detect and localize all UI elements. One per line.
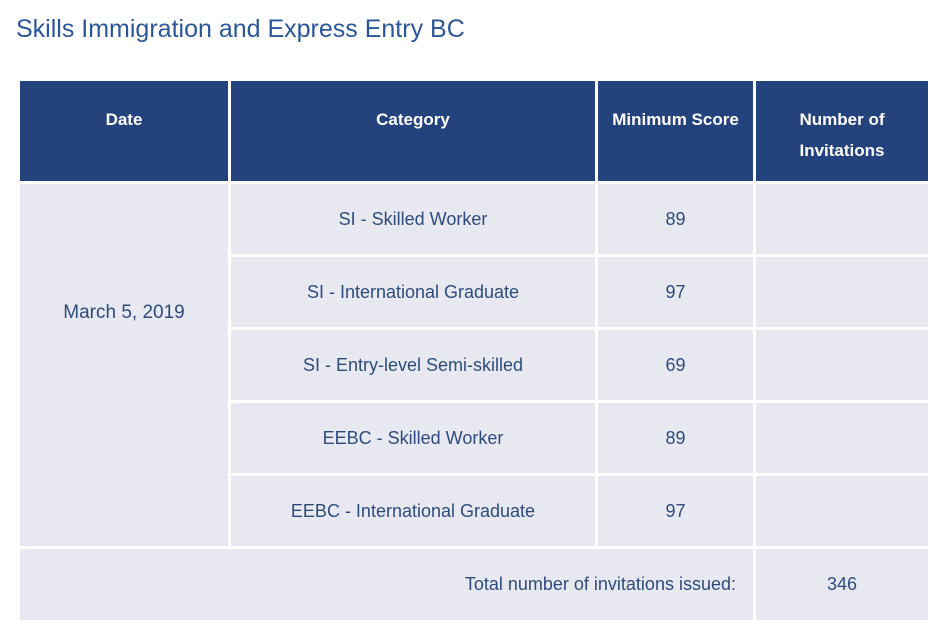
column-header-category: Category	[231, 81, 595, 181]
column-header-number-of-invitations: Number of Invitations	[756, 81, 928, 181]
column-header-date: Date	[20, 81, 228, 181]
table-row: SI - Entry-level Semi-skilled 69	[20, 330, 928, 400]
invitations-table: Date Category Minimum Score Number of In…	[17, 78, 931, 623]
category-cell: SI - Entry-level Semi-skilled	[231, 330, 595, 400]
category-cell: SI - Skilled Worker	[231, 184, 595, 254]
category-cell: SI - International Graduate	[231, 257, 595, 327]
date-cell: March 5, 2019	[20, 184, 228, 546]
table-row: March 5, 2019 SI - Skilled Worker 89	[20, 184, 928, 546]
table-row: EEBC - International Graduate 97	[20, 476, 928, 546]
table-row: EEBC - Skilled Worker 89	[20, 403, 928, 473]
min-score-cell: 97	[598, 257, 753, 327]
header-row: Date Category Minimum Score Number of In…	[20, 81, 928, 181]
min-score-cell: 97	[598, 476, 753, 546]
table-row: SI - International Graduate 97	[20, 257, 928, 327]
total-value: 346	[756, 549, 928, 620]
page-title: Skills Immigration and Express Entry BC	[16, 15, 465, 43]
total-row: Total number of invitations issued: 346	[20, 549, 928, 620]
min-score-cell: 89	[598, 184, 753, 254]
column-header-minimum-score: Minimum Score	[598, 81, 753, 181]
table-body: March 5, 2019 SI - Skilled Worker 89 SI …	[20, 184, 928, 620]
table-header: Date Category Minimum Score Number of In…	[20, 81, 928, 181]
category-cell: EEBC - International Graduate	[231, 476, 595, 546]
invitations-cell	[756, 257, 928, 327]
total-label: Total number of invitations issued:	[20, 549, 753, 620]
invitations-cell	[756, 476, 928, 546]
min-score-cell: 89	[598, 403, 753, 473]
invitations-cell	[756, 403, 928, 473]
category-cell: EEBC - Skilled Worker	[231, 403, 595, 473]
min-score-cell: 69	[598, 330, 753, 400]
invitations-cell	[756, 184, 928, 254]
invitations-cell	[756, 330, 928, 400]
